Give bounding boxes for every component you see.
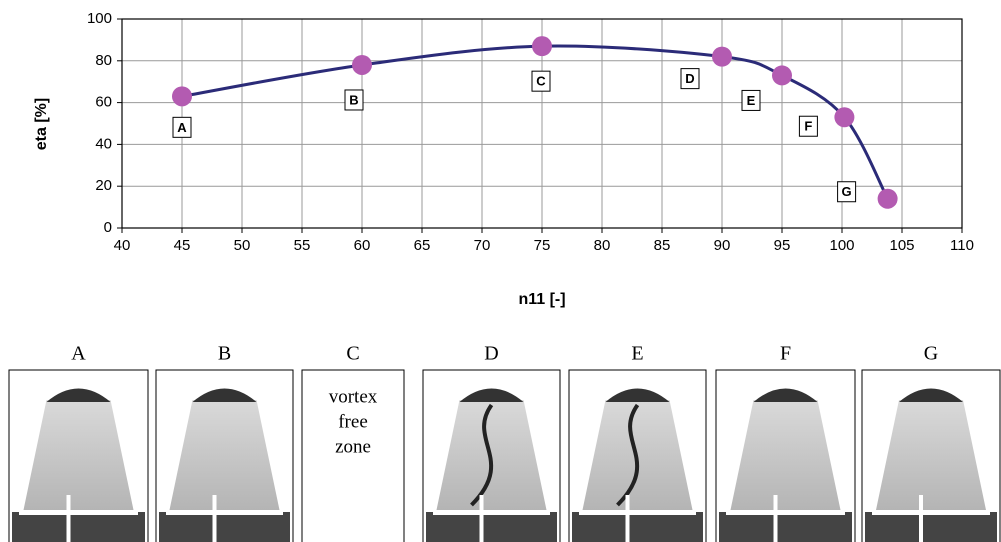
photo-label: B — [218, 343, 231, 365]
photo-base — [572, 512, 703, 542]
figure: n11 [-] eta [%] 40 45 50 55 60 65 70 75 80 85 90 95… — [0, 0, 1001, 542]
data-point — [172, 86, 192, 106]
photo-label: C — [346, 343, 359, 365]
x-tick-label: 105 — [889, 237, 914, 254]
point-label: A — [177, 120, 187, 135]
y-tick-label: 100 — [87, 10, 112, 27]
x-tick-label: 95 — [774, 237, 791, 254]
point-label: F — [804, 119, 812, 134]
data-point — [834, 107, 854, 127]
point-label: C — [536, 74, 546, 89]
y-axis-title: eta [%] — [33, 98, 50, 150]
point-label: D — [685, 71, 694, 86]
photo-base — [159, 512, 290, 542]
x-tick-label: 45 — [174, 237, 191, 254]
y-tick-label: 60 — [95, 94, 112, 111]
photo-text: vortex — [329, 386, 378, 407]
x-tick-label: 110 — [950, 237, 974, 254]
data-point — [772, 65, 792, 85]
photo-base — [865, 512, 997, 542]
photo-base — [12, 512, 145, 542]
x-tick-label: 70 — [474, 237, 491, 254]
photo-base — [426, 512, 557, 542]
y-tick-label: 40 — [95, 135, 112, 152]
y-tick-label: 20 — [95, 177, 112, 194]
point-label: E — [747, 93, 756, 108]
x-tick-label: 60 — [354, 237, 371, 254]
x-tick-label: 75 — [534, 237, 551, 254]
data-point — [352, 55, 372, 75]
x-tick-label: 100 — [829, 237, 854, 254]
y-tick-label: 0 — [104, 219, 112, 236]
photo-label: G — [924, 343, 938, 365]
x-tick-label: 40 — [114, 237, 131, 254]
photo-label: E — [631, 343, 643, 365]
x-tick-label: 80 — [594, 237, 611, 254]
photo-text: free — [338, 411, 368, 432]
x-tick-label: 65 — [414, 237, 431, 254]
x-tick-label: 85 — [654, 237, 671, 254]
x-tick-label: 55 — [294, 237, 311, 254]
data-point — [532, 36, 552, 56]
y-tick-label: 80 — [95, 52, 112, 69]
x-tick-label: 90 — [714, 237, 731, 254]
x-tick-label: 50 — [234, 237, 251, 254]
photo-label: F — [780, 343, 791, 365]
data-point — [878, 189, 898, 209]
x-axis-title: n11 [-] — [518, 291, 565, 308]
data-point — [712, 47, 732, 67]
photo-base — [719, 512, 852, 542]
photo-label: A — [71, 343, 86, 365]
photo-label: D — [484, 343, 498, 365]
point-label: B — [349, 92, 358, 107]
point-label: G — [842, 184, 852, 199]
photo-text: zone — [335, 436, 371, 457]
